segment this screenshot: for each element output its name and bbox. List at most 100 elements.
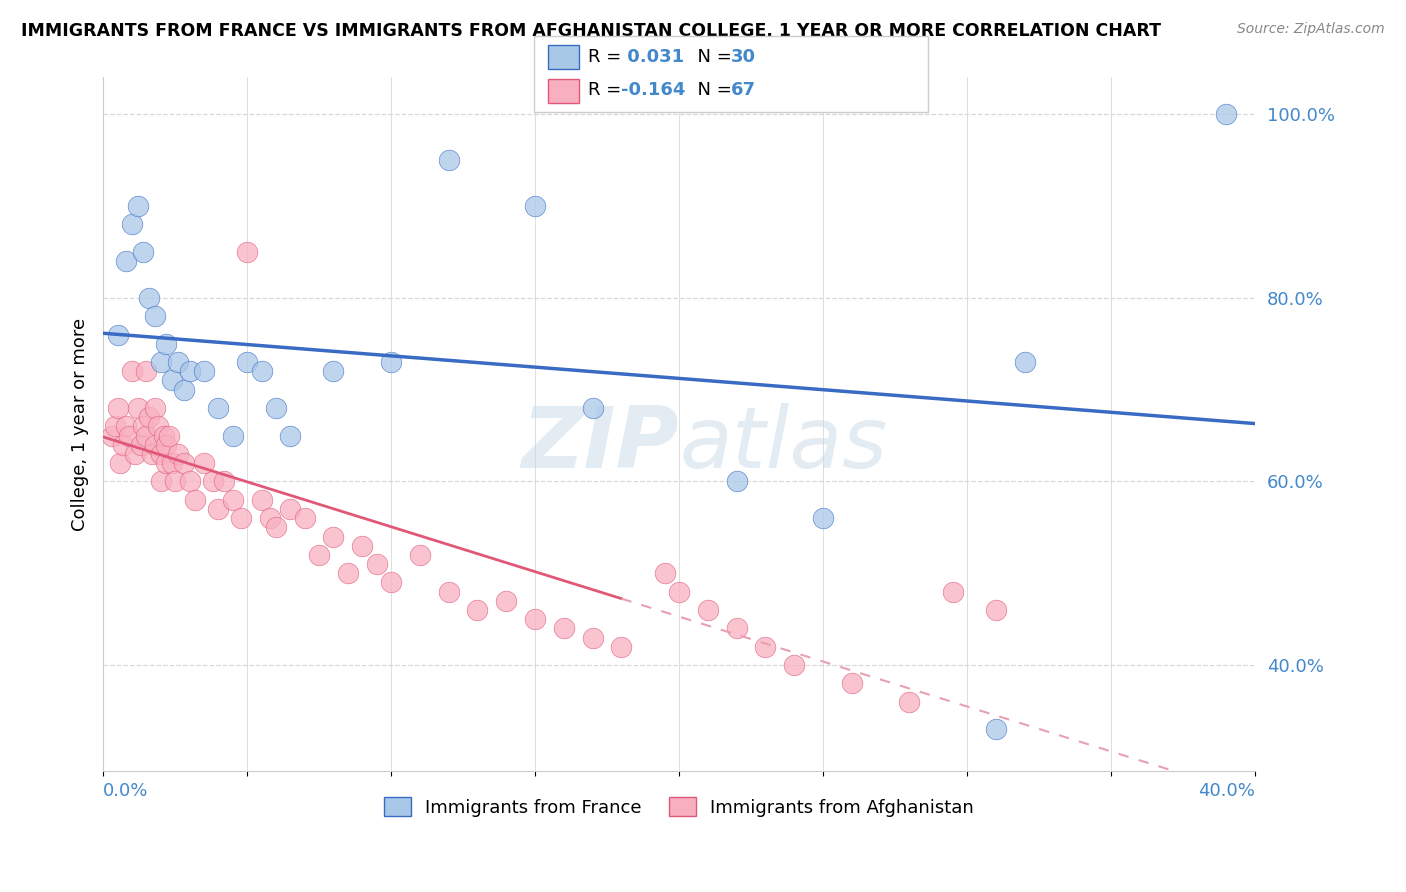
Point <box>668 584 690 599</box>
Point <box>942 584 965 599</box>
Point <box>167 355 190 369</box>
Point <box>129 438 152 452</box>
Point <box>380 355 402 369</box>
Point <box>193 456 215 470</box>
Point <box>380 575 402 590</box>
Text: 30: 30 <box>731 48 756 66</box>
Text: N =: N = <box>686 48 738 66</box>
Text: IMMIGRANTS FROM FRANCE VS IMMIGRANTS FROM AFGHANISTAN COLLEGE, 1 YEAR OR MORE CO: IMMIGRANTS FROM FRANCE VS IMMIGRANTS FRO… <box>21 22 1161 40</box>
Point <box>138 410 160 425</box>
Point <box>231 511 253 525</box>
Point <box>173 456 195 470</box>
Point <box>366 557 388 571</box>
Point <box>841 676 863 690</box>
Point <box>236 244 259 259</box>
Point <box>582 401 605 415</box>
Point <box>467 603 489 617</box>
Text: -0.164: -0.164 <box>621 81 686 99</box>
Point <box>155 438 177 452</box>
Point <box>115 254 138 268</box>
Point <box>155 336 177 351</box>
Point <box>222 492 245 507</box>
Point <box>1215 107 1237 121</box>
Point <box>100 428 122 442</box>
Point <box>322 364 344 378</box>
Point <box>107 327 129 342</box>
Point <box>179 364 201 378</box>
Point <box>149 447 172 461</box>
Point <box>184 492 207 507</box>
Point <box>725 621 748 635</box>
Point <box>193 364 215 378</box>
Point <box>264 401 287 415</box>
Point <box>524 612 547 626</box>
Point <box>212 475 235 489</box>
Point <box>155 456 177 470</box>
Point <box>143 309 166 323</box>
Point <box>754 640 776 654</box>
Point <box>207 502 229 516</box>
Text: R =: R = <box>588 81 627 99</box>
Point <box>984 723 1007 737</box>
Point <box>124 447 146 461</box>
Text: R =: R = <box>588 48 627 66</box>
Point <box>250 364 273 378</box>
Point <box>352 539 374 553</box>
Point <box>696 603 718 617</box>
Point <box>264 520 287 534</box>
Point <box>308 548 330 562</box>
Point <box>322 530 344 544</box>
Point <box>236 355 259 369</box>
Point <box>112 438 135 452</box>
Point <box>157 428 180 442</box>
Point <box>409 548 432 562</box>
Point <box>149 355 172 369</box>
Point <box>132 244 155 259</box>
Y-axis label: College, 1 year or more: College, 1 year or more <box>72 318 89 531</box>
Point <box>141 447 163 461</box>
Point <box>984 603 1007 617</box>
Text: 0.031: 0.031 <box>621 48 685 66</box>
Point <box>553 621 575 635</box>
Point <box>146 419 169 434</box>
Point <box>121 364 143 378</box>
Text: Source: ZipAtlas.com: Source: ZipAtlas.com <box>1237 22 1385 37</box>
Point <box>135 428 157 442</box>
Point <box>143 401 166 415</box>
Text: 67: 67 <box>731 81 756 99</box>
Point <box>165 475 187 489</box>
Point <box>138 291 160 305</box>
Point <box>278 502 301 516</box>
Point <box>898 695 921 709</box>
Point <box>610 640 633 654</box>
Point <box>152 428 174 442</box>
Point <box>135 364 157 378</box>
Point <box>222 428 245 442</box>
Text: N =: N = <box>686 81 738 99</box>
Text: 40.0%: 40.0% <box>1198 781 1256 800</box>
Point <box>149 475 172 489</box>
Point <box>524 199 547 213</box>
Point <box>654 566 676 581</box>
Point <box>294 511 316 525</box>
Text: ZIP: ZIP <box>522 403 679 486</box>
Point <box>278 428 301 442</box>
Point <box>173 383 195 397</box>
Point <box>127 401 149 415</box>
Point <box>495 594 517 608</box>
Point <box>167 447 190 461</box>
Point <box>107 401 129 415</box>
Point <box>201 475 224 489</box>
Point <box>783 658 806 673</box>
Legend: Immigrants from France, Immigrants from Afghanistan: Immigrants from France, Immigrants from … <box>377 790 981 824</box>
Point <box>336 566 359 581</box>
Point <box>179 475 201 489</box>
Point <box>132 419 155 434</box>
Point <box>250 492 273 507</box>
Point <box>162 456 184 470</box>
Point <box>1014 355 1036 369</box>
Point <box>725 475 748 489</box>
Point <box>437 153 460 167</box>
Point <box>127 199 149 213</box>
Point <box>104 419 127 434</box>
